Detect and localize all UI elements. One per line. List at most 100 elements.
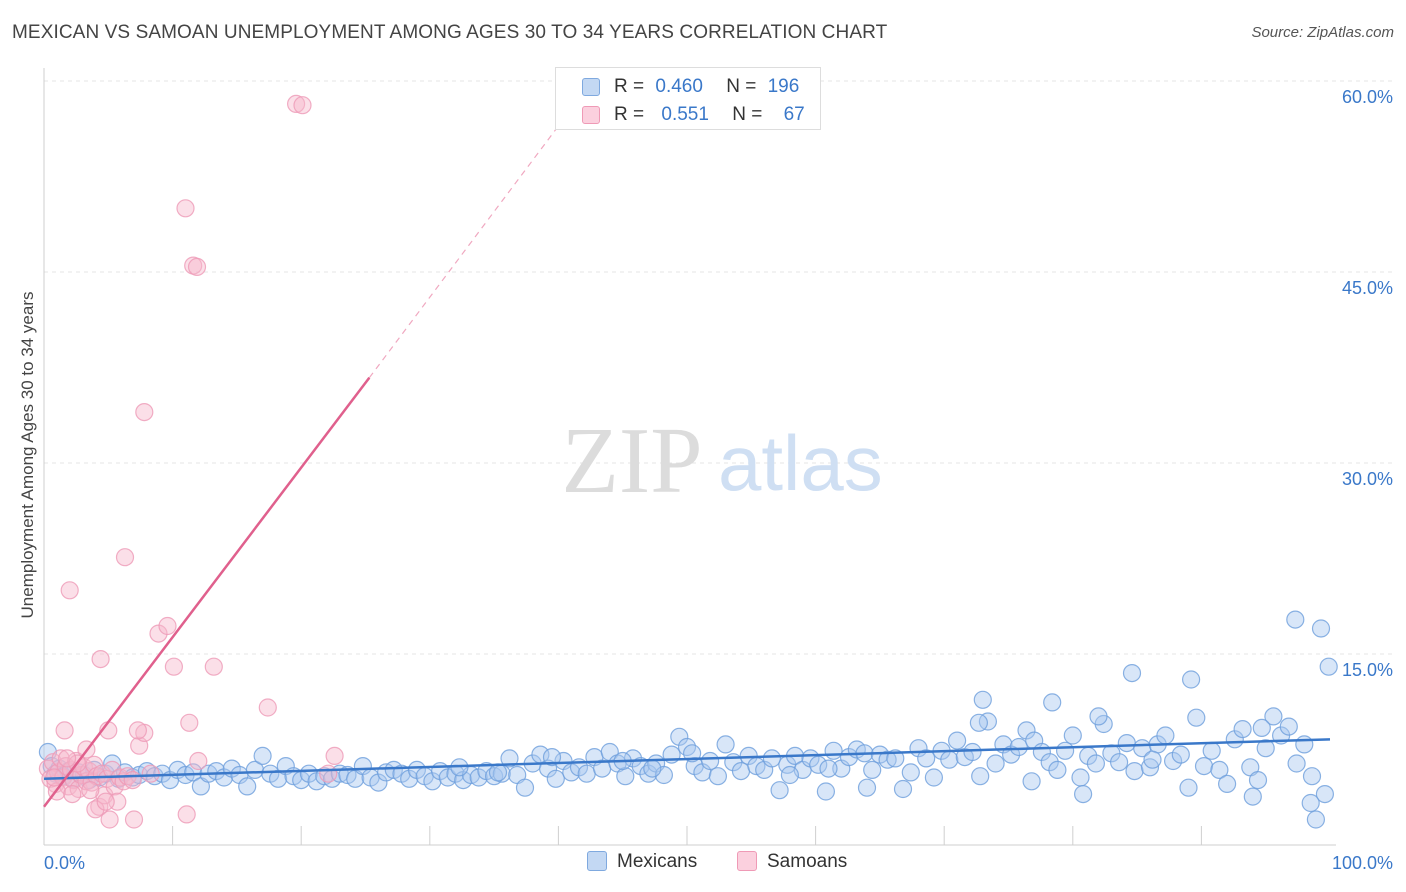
mexicans-point xyxy=(878,750,897,769)
samoans-point xyxy=(287,94,306,114)
mexicans-point xyxy=(245,760,264,780)
samoans-point xyxy=(91,649,110,669)
chart-title: MEXICAN VS SAMOAN UNEMPLOYMENT AMONG AGE… xyxy=(12,22,888,43)
mexicans-point xyxy=(1171,745,1190,764)
mexicans-point xyxy=(1063,726,1082,745)
mexicans-n-value: 196 xyxy=(767,76,800,97)
mexicans-point xyxy=(643,759,662,778)
samoans-point xyxy=(189,751,208,771)
mexicans-trend-line xyxy=(43,738,1331,781)
samoans-trend-extension xyxy=(368,74,598,379)
mexicans-point xyxy=(1187,708,1206,727)
watermark-atlas: atlas xyxy=(718,419,883,507)
mexicans-point xyxy=(986,754,1005,773)
samoans-swatch-icon xyxy=(582,106,600,124)
series-samoans-points xyxy=(38,94,344,829)
mexicans-point xyxy=(1319,657,1338,676)
mexicans-point xyxy=(670,727,689,746)
samoans-point xyxy=(124,810,144,829)
mexicans-point xyxy=(184,763,203,782)
mexicans-point xyxy=(1194,756,1214,776)
samoans-trend-line xyxy=(43,376,371,808)
samoans-point xyxy=(141,764,160,783)
mexicans-point xyxy=(1179,778,1198,797)
legend-label-mexicans: Mexicans xyxy=(617,851,698,872)
samoans-point xyxy=(115,548,135,567)
chart-source: Source: ZipAtlas.com xyxy=(1251,24,1394,41)
samoans-n-value: 67 xyxy=(783,104,805,125)
mexicans-point xyxy=(770,781,789,800)
series-mexicans-points xyxy=(38,610,1338,829)
mexicans-point xyxy=(623,749,643,768)
grid-lines xyxy=(44,80,1392,655)
mexicans-point xyxy=(940,750,959,769)
mexicans-point xyxy=(1143,750,1162,769)
mexicans-point xyxy=(1117,733,1136,753)
mexicans-point xyxy=(893,779,913,799)
mexicans-point xyxy=(924,768,944,787)
samoans-point xyxy=(319,764,338,783)
mexicans-point xyxy=(1048,760,1067,780)
mexicans-point xyxy=(423,772,442,791)
mexicans-point xyxy=(1311,619,1331,638)
mexicans-point xyxy=(1286,610,1305,629)
mexicans-point xyxy=(816,782,836,801)
mexicans-point xyxy=(700,751,720,771)
correlation-stats-box: R = 0.460 N = 196 R = 0.551 N = 67 xyxy=(555,67,821,130)
x-tick-label-max: 100.0% xyxy=(1332,853,1393,873)
samoans-point xyxy=(258,698,277,717)
mexicans-point xyxy=(969,713,989,732)
y-tick-label: 45.0% xyxy=(1342,278,1393,298)
mexicans-legend-icon xyxy=(587,851,607,871)
mexicans-point xyxy=(1040,753,1059,772)
mexicans-point xyxy=(1233,719,1252,739)
y-tick-label: 60.0% xyxy=(1342,87,1393,107)
samoans-point xyxy=(123,770,142,790)
y-tick-label: 15.0% xyxy=(1342,660,1393,680)
mexicans-point xyxy=(1022,772,1041,791)
mexicans-point xyxy=(616,767,635,786)
legend-label-samoans: Samoans xyxy=(767,851,848,872)
samoans-point xyxy=(158,616,177,636)
mexicans-point xyxy=(253,746,272,766)
mexicans-point xyxy=(1073,784,1093,804)
mexicans-point xyxy=(971,767,990,786)
samoans-point xyxy=(63,784,82,804)
mexicans-point xyxy=(1306,810,1326,829)
mexicans-point xyxy=(1181,670,1201,689)
trend-lines xyxy=(43,74,1331,808)
mexicans-point xyxy=(1243,787,1262,806)
mexicans-point xyxy=(1017,721,1036,740)
y-tick-label: 30.0% xyxy=(1342,469,1393,489)
mexicans-point xyxy=(546,769,565,788)
samoans-point xyxy=(325,746,344,766)
mexicans-point xyxy=(1122,663,1142,683)
mexicans-point xyxy=(708,767,728,786)
legend-item-samoans[interactable]: Samoans xyxy=(737,851,847,873)
mexicans-point xyxy=(901,763,920,782)
samoans-r-label: R = xyxy=(614,104,645,125)
mexicans-point xyxy=(1252,718,1271,738)
mexicans-point xyxy=(824,741,843,760)
mexicans-point xyxy=(1043,693,1062,712)
samoans-point xyxy=(96,792,115,811)
samoans-point xyxy=(100,810,119,829)
mexicans-point xyxy=(542,747,562,767)
x-tick-label-min: 0.0% xyxy=(44,853,85,873)
mexicans-point xyxy=(780,765,800,785)
samoans-point xyxy=(293,96,312,115)
mexicans-point xyxy=(1109,753,1129,772)
mexicans-point xyxy=(654,765,674,785)
legend: Mexicans Samoans xyxy=(0,851,1406,879)
samoans-point xyxy=(86,800,105,819)
legend-item-mexicans[interactable]: Mexicans xyxy=(587,851,697,873)
mexicans-point xyxy=(1315,784,1335,804)
samoans-point xyxy=(55,721,74,740)
samoans-point xyxy=(60,581,79,600)
mexicans-point xyxy=(963,742,982,762)
mexicans-point xyxy=(1202,741,1221,760)
watermark-zip: ZIP xyxy=(562,409,703,513)
mexicans-n-label: N = xyxy=(726,76,757,97)
samoans-point xyxy=(187,257,207,276)
mexicans-point xyxy=(488,763,508,782)
